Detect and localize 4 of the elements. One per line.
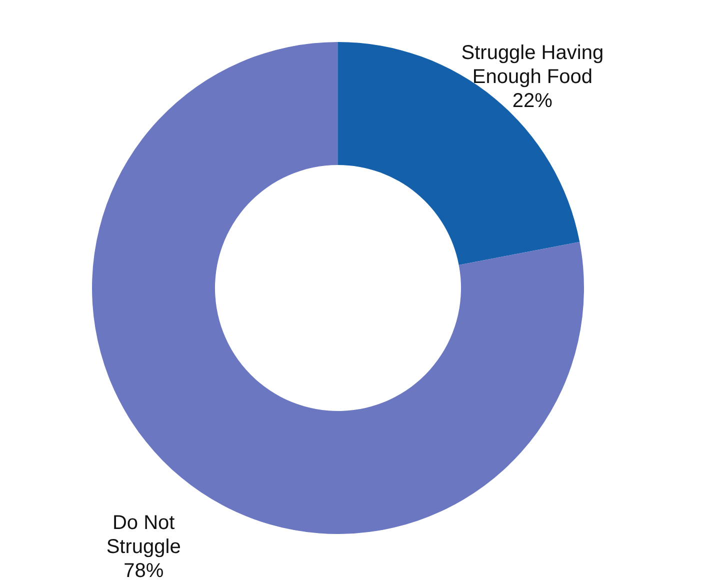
data-label: 78% (124, 560, 164, 580)
data-label: 22% (512, 90, 553, 112)
slice-label: Do Not Struggle (106, 512, 181, 558)
slice-label: Struggle Having Enough Food (461, 42, 604, 88)
